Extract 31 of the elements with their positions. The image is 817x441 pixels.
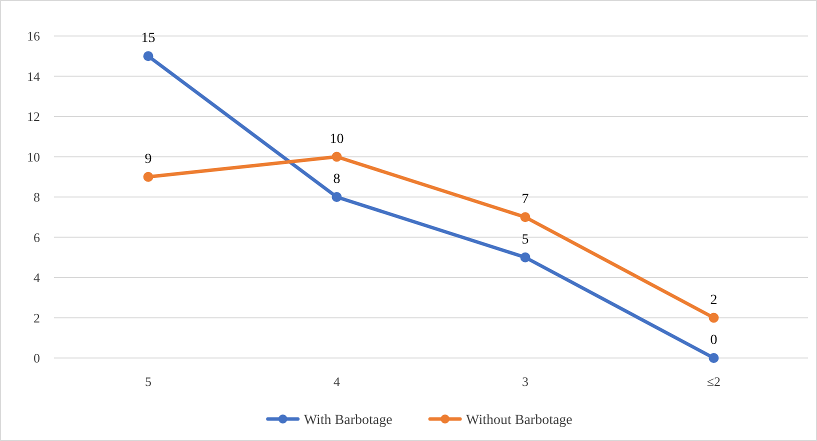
y-tick-label: 14 bbox=[27, 68, 40, 84]
point bbox=[332, 152, 342, 162]
data-label: 0 bbox=[710, 333, 718, 348]
point bbox=[708, 312, 719, 323]
point bbox=[520, 252, 530, 262]
y-tick-label: 16 bbox=[27, 28, 40, 44]
legend-label: Without Barbotage bbox=[466, 412, 572, 428]
data-label: 9 bbox=[144, 152, 152, 167]
point bbox=[143, 51, 154, 62]
y-tick-label: 10 bbox=[27, 149, 40, 164]
y-tick-label: 2 bbox=[34, 310, 40, 326]
data-label: 15 bbox=[141, 31, 156, 46]
legend-label: With Barbotage bbox=[304, 412, 392, 428]
data-label: 2 bbox=[710, 292, 718, 308]
y-tick-label: 6 bbox=[34, 230, 40, 245]
data-label: 8 bbox=[333, 172, 340, 187]
data-label: 10 bbox=[330, 132, 344, 147]
x-tick-label: 5 bbox=[145, 374, 152, 389]
x-tick-label: 4 bbox=[334, 374, 340, 389]
point bbox=[708, 353, 719, 363]
x-tick-label: 3 bbox=[522, 374, 528, 389]
y-tick-label: 8 bbox=[34, 190, 40, 205]
point bbox=[332, 192, 342, 202]
data-label: 7 bbox=[522, 192, 529, 208]
y-tick-label: 0 bbox=[34, 350, 40, 366]
point bbox=[520, 212, 530, 222]
y-tick-label: 4 bbox=[34, 270, 40, 286]
x-tick-label: ≤2 bbox=[706, 374, 721, 389]
y-tick-label: 12 bbox=[27, 109, 40, 124]
point bbox=[143, 172, 154, 182]
data-label: 5 bbox=[522, 232, 529, 248]
